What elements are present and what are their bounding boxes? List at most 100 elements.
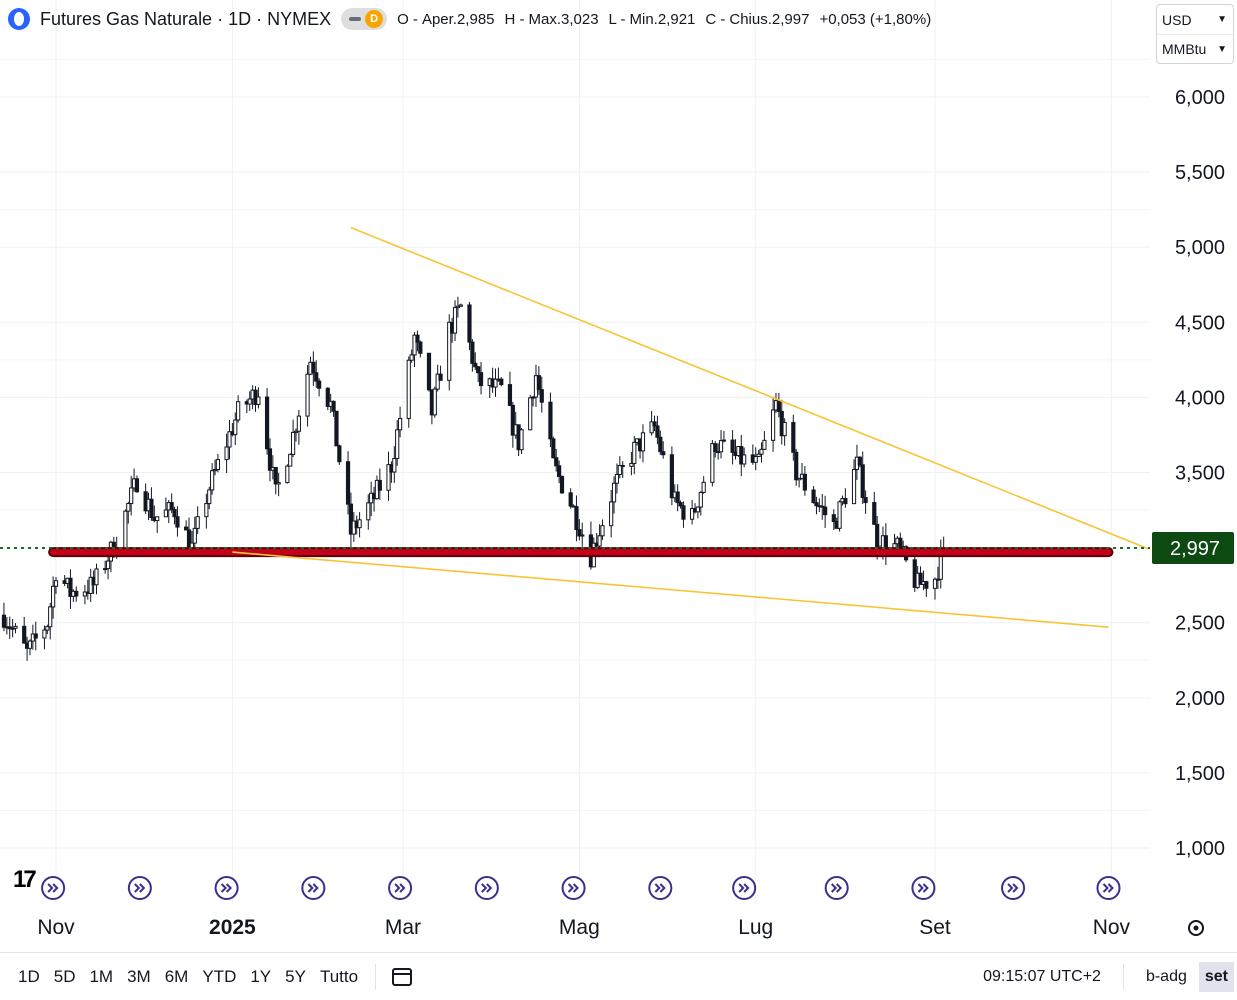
- range-ytd-button[interactable]: YTD: [202, 966, 237, 986]
- candle: [823, 495, 828, 528]
- candle: [345, 451, 351, 515]
- candle: [770, 396, 776, 452]
- event-marker-icon[interactable]: [388, 876, 413, 900]
- candle: [600, 519, 605, 540]
- candle: [1, 602, 7, 632]
- y-tick-label: 1,000: [1175, 838, 1225, 860]
- candle: [470, 339, 475, 372]
- candle: [305, 365, 310, 427]
- y-tick-label: 6,000: [1175, 87, 1225, 109]
- candle: [149, 487, 154, 521]
- candle: [782, 418, 787, 446]
- adjustment-button[interactable]: b-adg: [1145, 967, 1187, 985]
- y-tick-label: 2,500: [1175, 613, 1225, 635]
- candle: [236, 395, 241, 423]
- candle: [348, 492, 354, 548]
- candle: [276, 472, 281, 497]
- event-marker-icon[interactable]: [911, 876, 936, 900]
- candle: [872, 491, 877, 525]
- candle: [811, 486, 816, 504]
- event-marker-icon[interactable]: [824, 876, 849, 900]
- event-marker-icon[interactable]: [41, 876, 66, 900]
- unit-select[interactable]: MMBtu ▼: [1157, 34, 1233, 63]
- candle: [224, 433, 229, 474]
- candle: [580, 522, 585, 547]
- candle: [22, 616, 27, 644]
- trendline: [232, 551, 1109, 629]
- event-marker-icon[interactable]: [561, 876, 586, 900]
- event-marker-icon[interactable]: [301, 876, 326, 900]
- y-tick-label: 5,500: [1175, 162, 1225, 184]
- range-5y-button[interactable]: 5Y: [285, 966, 306, 986]
- y-tick-label: 4,500: [1175, 312, 1225, 334]
- candle: [207, 486, 212, 510]
- candle: [883, 523, 888, 566]
- candle: [860, 451, 865, 504]
- candle: [742, 447, 747, 468]
- chart-header: Futures Gas Naturale · 1D · NYMEX D O - …: [8, 6, 931, 32]
- candle: [609, 489, 614, 538]
- candle: [452, 300, 458, 342]
- clock-readout[interactable]: 09:15:07 UTC+2: [983, 967, 1101, 985]
- event-marker-icon[interactable]: [1001, 876, 1026, 900]
- candle: [412, 332, 417, 368]
- symbol-title[interactable]: Futures Gas Naturale · 1D · NYMEX: [40, 8, 332, 29]
- chevron-down-icon: ▼: [1217, 14, 1227, 25]
- candle: [499, 377, 504, 387]
- calendar-goto-icon[interactable]: [392, 967, 413, 986]
- collapse-icon: [349, 17, 362, 21]
- gear-icon[interactable]: [1188, 920, 1204, 936]
- candle: [577, 519, 582, 541]
- candle: [536, 366, 541, 395]
- candle: [710, 439, 715, 487]
- candle: [721, 430, 727, 443]
- candle: [314, 360, 319, 388]
- candle: [510, 401, 515, 448]
- price-chart[interactable]: 1,0001,5002,0002,5003,0003,5004,0004,500…: [0, 0, 1237, 952]
- candle: [559, 475, 565, 494]
- event-marker-icon[interactable]: [732, 876, 757, 900]
- low-value: Min.2,921: [629, 10, 696, 28]
- indicator-toggle[interactable]: D: [341, 8, 388, 30]
- unit-selector: USD ▼ MMBtu ▼: [1156, 4, 1234, 64]
- tradingview-logo[interactable]: 17: [13, 866, 37, 893]
- candle: [311, 351, 316, 386]
- grid: [0, 0, 1150, 905]
- candle: [458, 303, 463, 307]
- candle: [415, 330, 420, 352]
- range-3m-button[interactable]: 3M: [127, 966, 151, 986]
- range-6m-button[interactable]: 6M: [164, 966, 189, 986]
- y-axis: 1,0001,5002,0002,5003,0003,5004,0004,500…: [1175, 87, 1225, 860]
- candle: [455, 296, 461, 318]
- candle: [614, 463, 620, 494]
- candle: [134, 475, 140, 493]
- y-tick-label: 5,000: [1175, 237, 1225, 259]
- candle: [678, 500, 683, 509]
- candle: [690, 499, 695, 525]
- candle: [447, 314, 452, 391]
- candle: [273, 467, 278, 495]
- candle: [797, 477, 802, 488]
- range-1y-button[interactable]: 1Y: [250, 966, 272, 986]
- event-marker-icon[interactable]: [127, 876, 152, 900]
- candle: [617, 456, 622, 479]
- candle: [658, 430, 663, 455]
- unit-value: MMBtu: [1162, 41, 1207, 57]
- candle: [554, 448, 559, 472]
- candle: [632, 436, 637, 475]
- range-5d-button[interactable]: 5D: [53, 966, 76, 986]
- candle: [82, 584, 88, 605]
- candle: [539, 376, 544, 413]
- session-button[interactable]: set: [1198, 961, 1234, 992]
- candle: [94, 563, 99, 595]
- event-marker-icon[interactable]: [214, 876, 239, 900]
- event-marker-icon[interactable]: [648, 876, 673, 900]
- candle: [814, 496, 819, 515]
- range-1d-button[interactable]: 1D: [18, 966, 40, 986]
- range-all-button[interactable]: Tutto: [319, 966, 359, 986]
- candle: [574, 495, 579, 542]
- event-marker-icon[interactable]: [474, 876, 499, 900]
- currency-select[interactable]: USD ▼: [1157, 5, 1233, 34]
- range-1m-button[interactable]: 1M: [89, 966, 114, 986]
- event-marker-icon[interactable]: [1096, 876, 1121, 900]
